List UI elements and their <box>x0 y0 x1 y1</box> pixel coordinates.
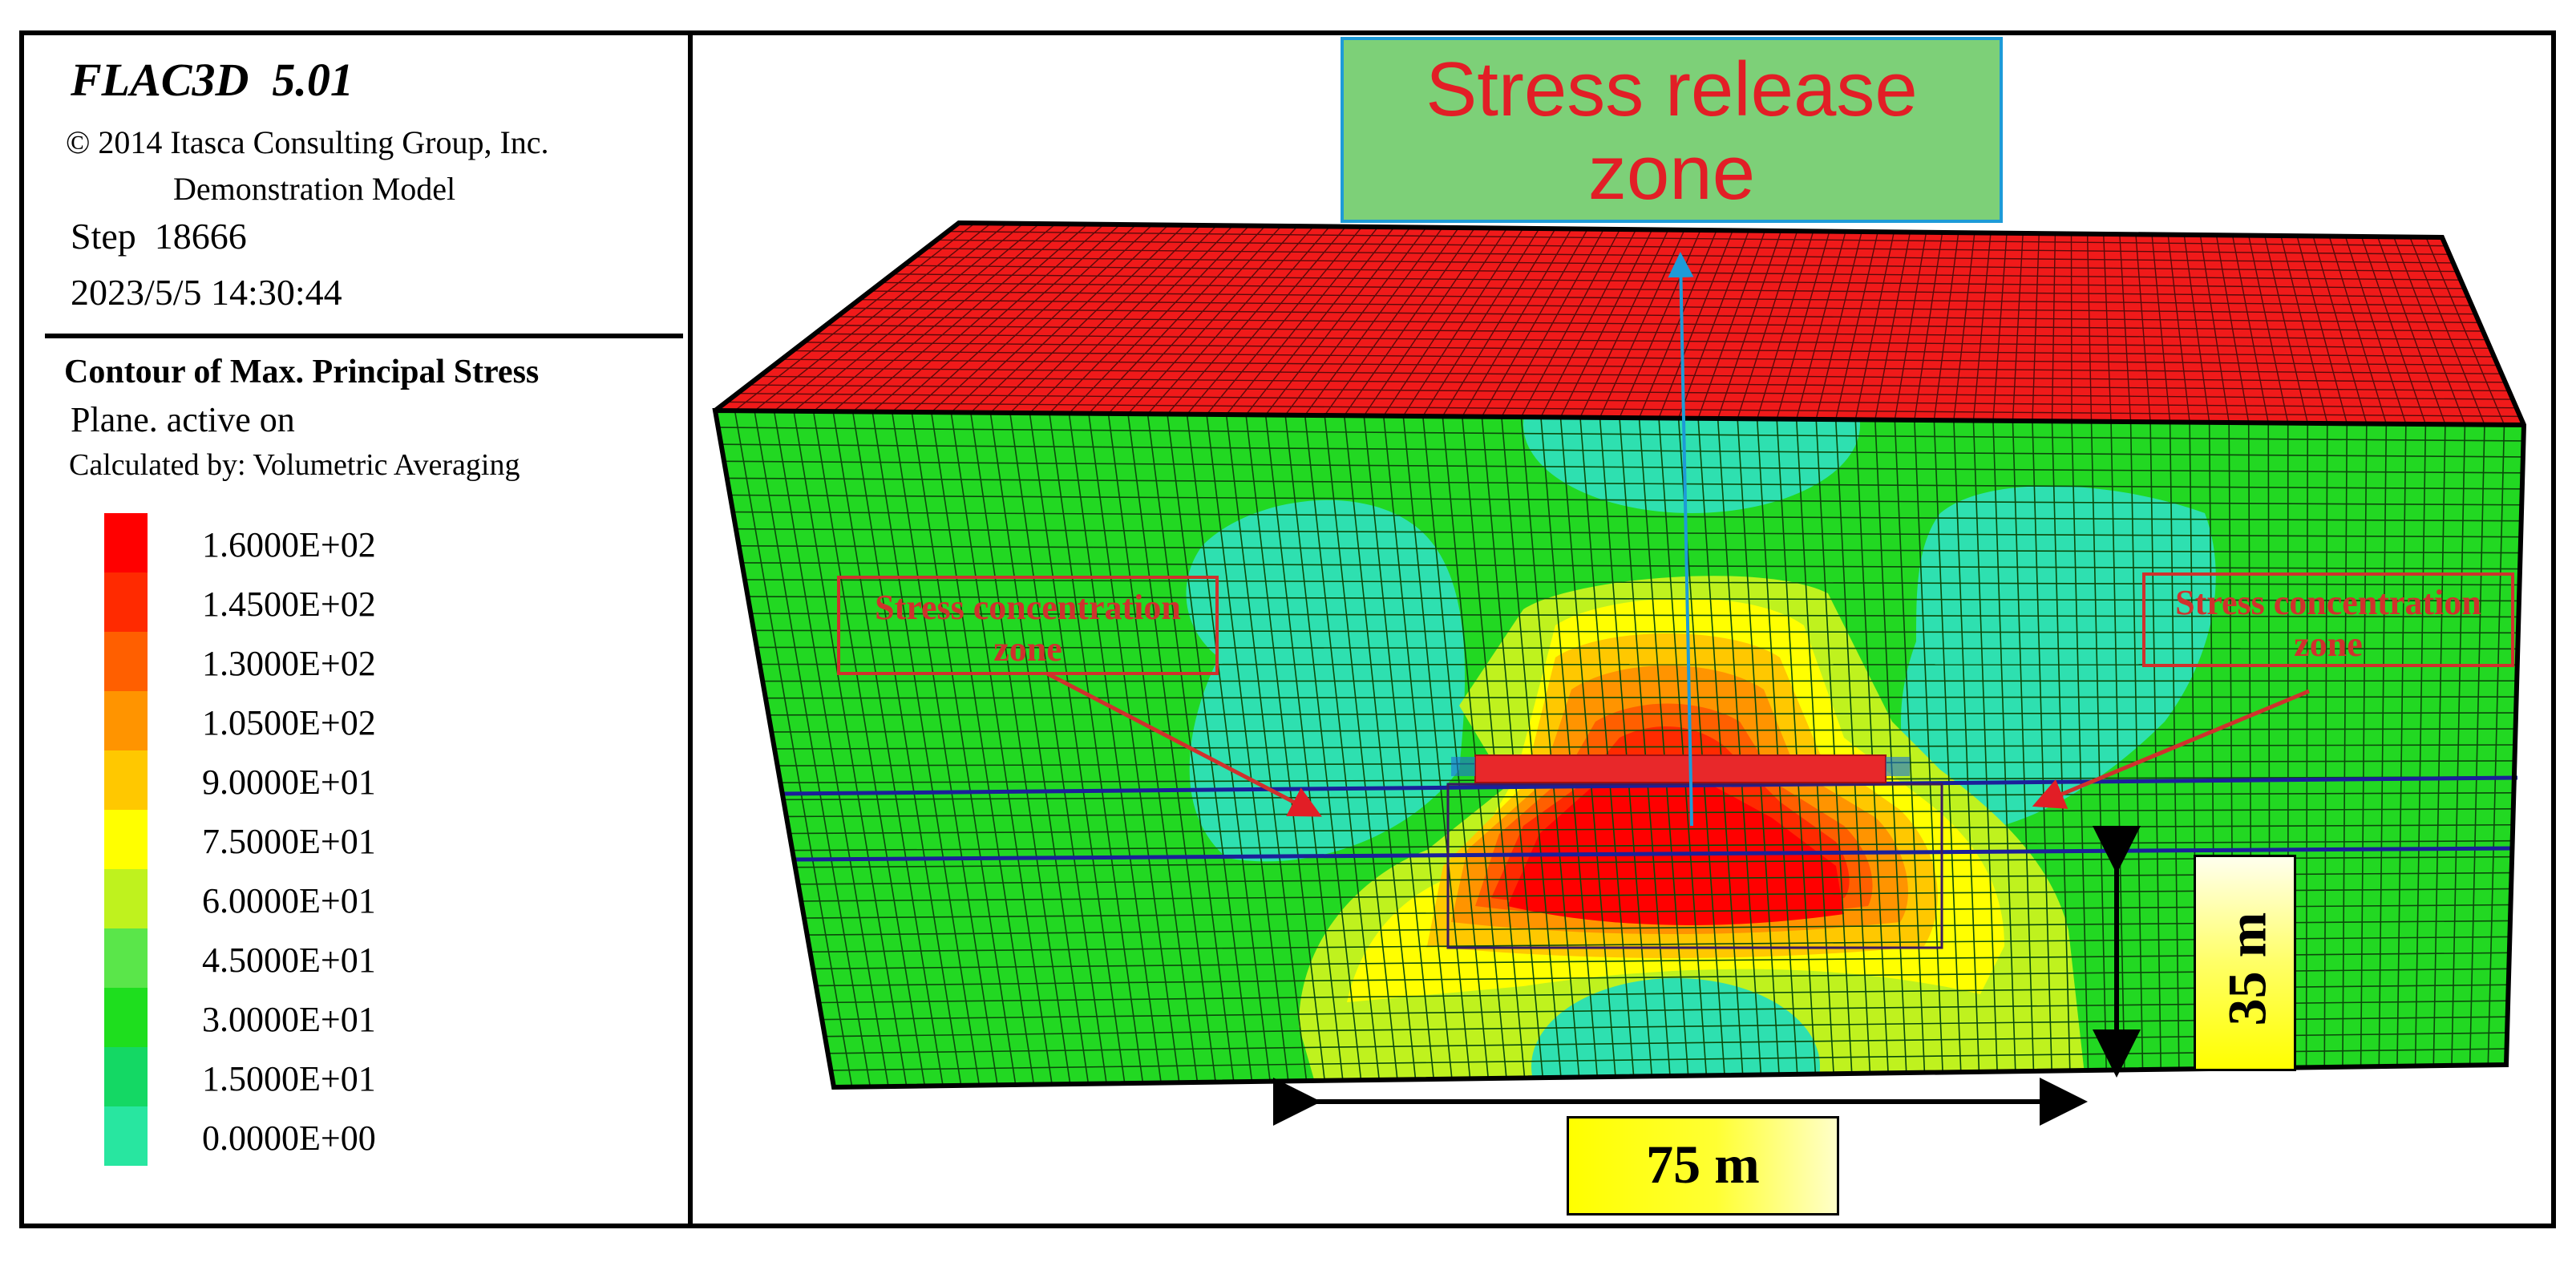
mesh-line <box>936 239 2450 255</box>
mesh-line <box>747 596 2519 602</box>
height-dimension-label: 35 m <box>2216 912 2278 1026</box>
concentration-label-right: Stress concentration zone <box>2175 583 2481 664</box>
scale-swatch <box>104 988 148 1047</box>
concentration-arrow-left <box>1045 671 1322 817</box>
mesh-line <box>756 646 2518 650</box>
mesh-line <box>742 562 2521 570</box>
mesh-line <box>737 393 2517 409</box>
panel-divider <box>688 30 693 1228</box>
mesh-line <box>792 350 2498 366</box>
mesh-line <box>718 427 2524 442</box>
mesh-line <box>948 230 2446 247</box>
mesh-line <box>726 401 2521 418</box>
plane-status: Plane. active on <box>71 400 295 439</box>
green-zone-bottom <box>1579 1010 1772 1087</box>
concentration-label-left: Stress concentration zone <box>875 588 1181 669</box>
mesh-line <box>774 744 2516 750</box>
model-name: Demonstration Model <box>173 171 456 207</box>
height-dimension-box: 35 m <box>2194 855 2296 1071</box>
mesh-line <box>735 528 2521 538</box>
scale-swatch <box>104 928 148 988</box>
scale-label: 6.0000E+01 <box>202 881 376 920</box>
mesh-line <box>754 629 2518 634</box>
mesh-line <box>892 273 2465 289</box>
mesh-line <box>770 367 2505 383</box>
scale-label: 0.0000E+00 <box>202 1118 376 1158</box>
mesh-line <box>815 333 2491 349</box>
seam-line-upper <box>782 775 2518 796</box>
concentration-box-right: Stress concentration zone <box>2142 572 2514 667</box>
cyan-zone-top <box>1523 411 1860 513</box>
mesh-line <box>721 443 2523 458</box>
seam-line-lower <box>793 846 2515 862</box>
mesh-line <box>771 728 2516 733</box>
mesh-line <box>748 384 2513 400</box>
mesh-line <box>726 477 2522 490</box>
release-zone-label: Stress release zone <box>1425 47 1918 216</box>
scale-swatch <box>104 1047 148 1106</box>
scale-swatch <box>104 513 148 572</box>
mesh-line <box>792 839 2513 851</box>
concentration-box-left: Stress concentration zone <box>837 576 1219 675</box>
figure-frame <box>19 30 2556 1228</box>
scale-swatch <box>104 572 148 632</box>
scale-swatch <box>104 810 148 869</box>
software-title: FLAC3D 5.01 <box>71 54 354 106</box>
calculation-method: Calculated by: Volumetric Averaging <box>69 448 520 482</box>
working-face-shadow-right <box>1886 757 1910 776</box>
mesh-line <box>781 358 2502 374</box>
scale-label: 1.4500E+02 <box>202 584 376 624</box>
step-count: Step 18666 <box>71 216 247 257</box>
contour-title: Contour of Max. Principal Stress <box>64 354 540 390</box>
timestamp: 2023/5/5 14:30:44 <box>71 272 342 313</box>
mesh-line <box>836 316 2484 332</box>
release-arrow <box>1668 252 1694 827</box>
legend-panel: FLAC3D 5.01 © 2014 Itasca Consulting Gro… <box>24 35 686 1224</box>
mesh-line <box>750 613 2519 618</box>
mesh-line <box>738 544 2521 554</box>
top-face-mesh <box>726 223 2521 425</box>
working-face-bar <box>1474 754 1887 783</box>
mesh-line <box>724 460 2523 474</box>
scale-label: 1.6000E+02 <box>202 525 376 564</box>
scale-label: 1.3000E+02 <box>202 644 376 683</box>
scale-label: 1.0500E+02 <box>202 703 376 742</box>
mesh-line <box>733 511 2521 522</box>
red-zone-core <box>1507 770 1844 925</box>
scale-label: 4.5000E+01 <box>202 940 376 980</box>
block-outline <box>712 220 2527 1090</box>
scale-label: 1.5000E+01 <box>202 1059 376 1098</box>
mesh-line <box>847 307 2480 324</box>
width-dimension-label: 75 m <box>1646 1134 1760 1195</box>
mesh-line <box>826 324 2487 341</box>
concentration-arrow-right <box>2032 689 2310 809</box>
mesh-line <box>783 792 2514 801</box>
mesh-line <box>803 342 2494 358</box>
copyright-text: © 2014 Itasca Consulting Group, Inc. <box>66 124 549 160</box>
mesh-line <box>870 290 2473 306</box>
legend-separator <box>45 334 683 338</box>
mesh-line <box>789 823 2513 835</box>
scale-label: 7.5000E+01 <box>202 822 376 861</box>
scale-swatch <box>104 869 148 928</box>
mesh-line <box>765 696 2517 699</box>
mesh-line <box>730 494 2522 506</box>
goaf-region <box>1446 783 1943 949</box>
scale-label: 9.0000E+01 <box>202 762 376 802</box>
scale-swatch <box>104 1106 148 1166</box>
mesh-line <box>744 579 2520 586</box>
working-face-shadow <box>1451 757 1475 776</box>
scale-swatch <box>104 691 148 750</box>
scale-swatch <box>104 750 148 810</box>
mesh-line <box>759 375 2509 392</box>
width-dimension-box: 75 m <box>1567 1116 1839 1215</box>
scale-label: 3.0000E+01 <box>202 1000 376 1039</box>
scale-swatch <box>104 632 148 691</box>
mesh-line <box>786 807 2513 818</box>
mesh-line <box>768 712 2517 716</box>
mesh-line <box>881 281 2469 298</box>
mesh-line <box>859 299 2476 315</box>
release-zone-box: Stress release zone <box>1341 37 2003 223</box>
